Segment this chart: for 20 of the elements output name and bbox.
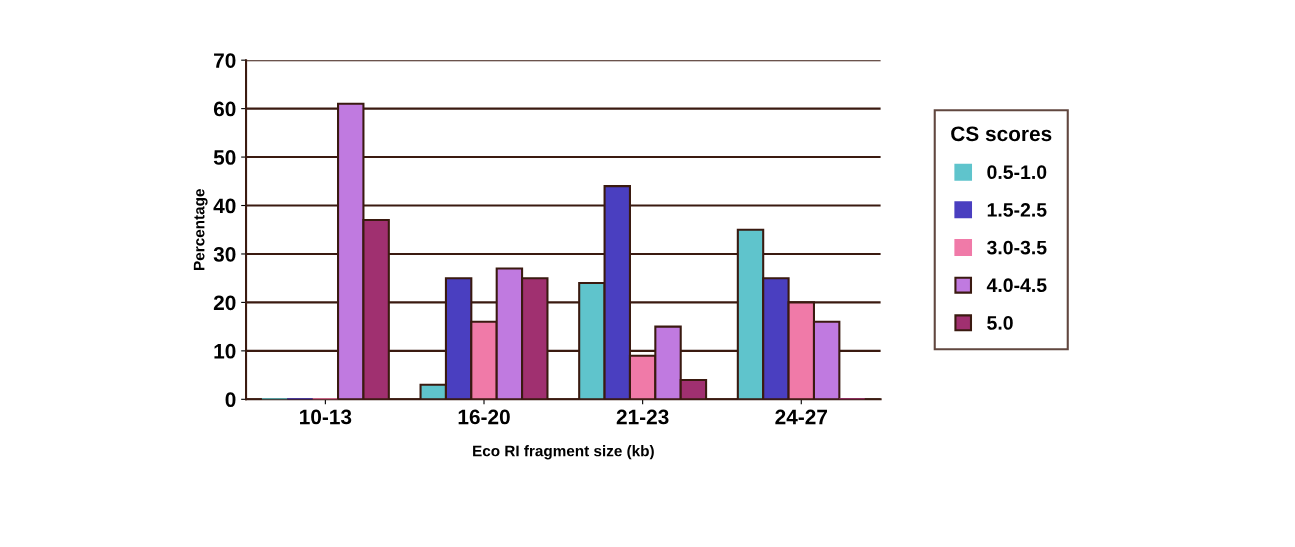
y-tick-label: 20: [213, 295, 236, 311]
y-tick-label: 10: [214, 343, 236, 359]
y-tick-label: 0: [225, 392, 236, 408]
y-tick-label: 70: [214, 53, 236, 68]
legend-label: 1.5-2.5: [987, 203, 1047, 217]
y-tick-label: 50: [213, 150, 236, 165]
legend-title: CS scores: [951, 126, 1052, 142]
legend-label: 5.0: [987, 316, 1013, 330]
x-tick-label: 21-23: [616, 409, 669, 425]
legend-label: 0.5-1.0: [987, 165, 1047, 180]
x-tick-label: 16-20: [458, 409, 510, 425]
y-tick-label: 30: [213, 246, 236, 262]
legend-label: 4.0-4.5: [986, 278, 1047, 293]
y-tick-label: 40: [213, 198, 236, 214]
y-axis-title: Percentage: [193, 189, 208, 270]
legend-label: 3.0-3.5: [986, 240, 1047, 255]
x-tick-label: 24-27: [775, 409, 828, 425]
x-axis-title: Eco RI fragment size (kb): [473, 445, 654, 460]
y-tick-label: 60: [213, 101, 236, 117]
x-tick-label: 10-13: [300, 409, 352, 425]
